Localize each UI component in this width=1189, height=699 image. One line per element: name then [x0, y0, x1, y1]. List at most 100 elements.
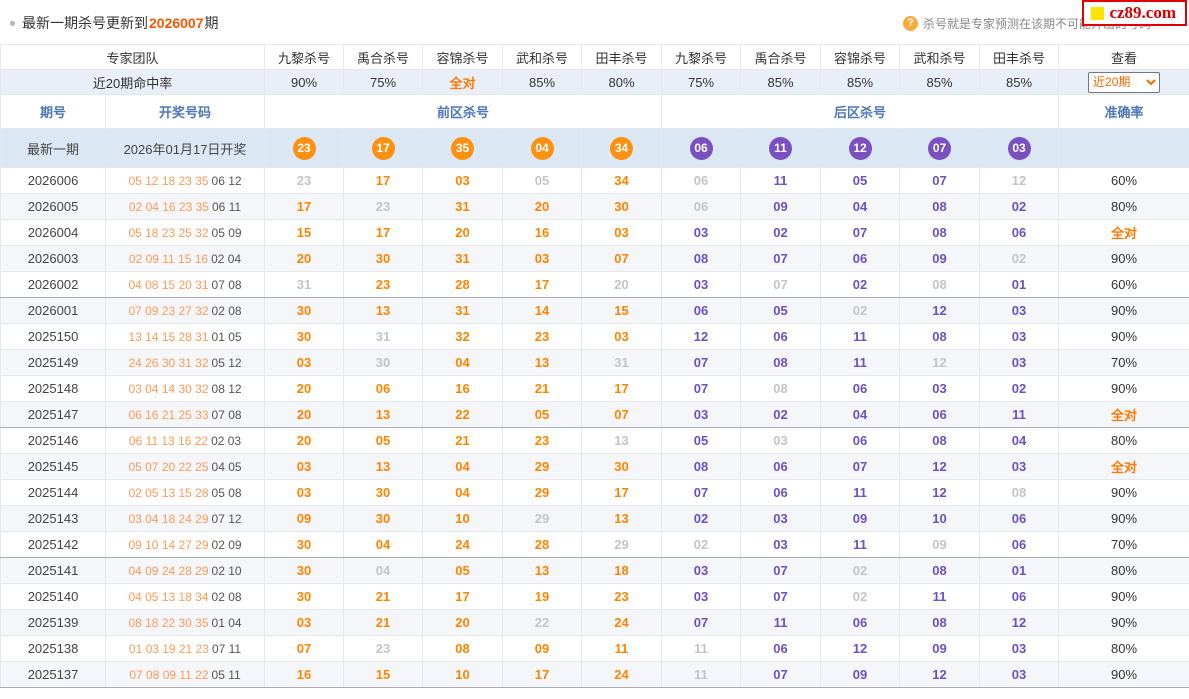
- back-draw-numbers: 05 08: [212, 486, 242, 500]
- front-kill-number: 15: [582, 298, 662, 324]
- front-draw-numbers: 01 03 19 21 23: [129, 642, 209, 656]
- accuracy-cell: 80%: [1059, 428, 1189, 454]
- latest-ball-cell: 06: [662, 129, 741, 168]
- back-kill-number: 06: [741, 480, 821, 506]
- front-kill-number: 20: [265, 246, 344, 272]
- back-kill-number: 06: [821, 428, 900, 454]
- period-cell: 2025145: [1, 454, 106, 480]
- front-draw-numbers: 04 05 13 18 34: [128, 590, 208, 604]
- back-draw-numbers: 02 04: [211, 252, 241, 266]
- hit-rate-value: 85%: [980, 70, 1059, 95]
- back-kill-number: 06: [980, 532, 1059, 558]
- period-cell: 2026005: [1, 194, 106, 220]
- period-cell: 2025137: [1, 662, 106, 688]
- table-row: 202515013 14 15 28 3101 0530313223031206…: [1, 324, 1189, 350]
- table-row: 202514402 05 13 15 2805 0803300429170706…: [1, 480, 1189, 506]
- front-kill-number: 15: [265, 220, 344, 246]
- hit-rate-value: 85%: [741, 70, 821, 95]
- accuracy-cell: 90%: [1059, 376, 1189, 402]
- front-kill-number: 30: [265, 558, 344, 584]
- back-kill-number: 03: [900, 376, 980, 402]
- back-ball: 07: [928, 137, 951, 160]
- update-notice-suffix: 期: [205, 13, 219, 33]
- back-kill-number: 07: [900, 168, 980, 194]
- view-column-header: 查看: [1059, 45, 1189, 70]
- accuracy-cell: 全对: [1059, 454, 1189, 480]
- latest-period-label: 最新一期: [1, 129, 106, 168]
- front-kill-number: 21: [503, 376, 582, 402]
- front-kill-number: 03: [265, 610, 344, 636]
- front-kill-number: 29: [503, 480, 582, 506]
- latest-ball-cell: 07: [900, 129, 980, 168]
- front-kill-number: 03: [423, 168, 503, 194]
- accuracy-cell: 90%: [1059, 506, 1189, 532]
- expert-column-header: 武和杀号: [503, 45, 582, 70]
- draw-numbers-cell: 05 07 20 22 2504 05: [106, 454, 265, 480]
- back-draw-numbers: 05 09: [212, 226, 242, 240]
- front-kill-number: 30: [344, 480, 423, 506]
- back-kill-number: 12: [900, 298, 980, 324]
- range-select[interactable]: 近20期: [1088, 72, 1160, 93]
- bullet-icon: [10, 21, 15, 26]
- back-kill-number: 07: [662, 610, 741, 636]
- front-kill-number: 16: [423, 376, 503, 402]
- latest-ball-cell: 17: [344, 129, 423, 168]
- accuracy-cell: 全对: [1059, 402, 1189, 428]
- draw-numbers-cell: 03 04 18 24 2907 12: [106, 506, 265, 532]
- front-kill-number: 31: [582, 350, 662, 376]
- latest-ball-cell: 04: [503, 129, 582, 168]
- front-kill-number: 09: [265, 506, 344, 532]
- front-kill-number: 03: [265, 454, 344, 480]
- back-kill-number: 02: [821, 272, 900, 298]
- accuracy-cell: 全对: [1059, 220, 1189, 246]
- front-kill-number: 17: [423, 584, 503, 610]
- front-kill-number: 24: [582, 610, 662, 636]
- back-kill-number: 03: [662, 584, 741, 610]
- front-kill-number: 30: [265, 324, 344, 350]
- accuracy-cell: 80%: [1059, 636, 1189, 662]
- back-zone-header: 后区杀号: [662, 95, 1059, 129]
- hit-rate-value: 85%: [821, 70, 900, 95]
- period-cell: 2026001: [1, 298, 106, 324]
- site-logo[interactable]: cz89.com: [1082, 0, 1187, 26]
- period-cell: 2026006: [1, 168, 106, 194]
- front-draw-numbers: 08 18 22 30 35: [128, 616, 208, 630]
- accuracy-cell: 60%: [1059, 168, 1189, 194]
- back-draw-numbers: 02 03: [211, 434, 241, 448]
- front-draw-numbers: 05 12 18 23 35: [128, 174, 208, 188]
- back-kill-number: 05: [741, 298, 821, 324]
- draw-numbers-cell: 04 08 15 20 3107 08: [106, 272, 265, 298]
- front-draw-numbers: 04 09 24 28 29: [128, 564, 208, 578]
- back-kill-number: 03: [662, 402, 741, 428]
- front-draw-numbers: 03 04 18 24 29: [128, 512, 208, 526]
- draw-numbers-cell: 02 05 13 15 2805 08: [106, 480, 265, 506]
- front-ball: 35: [451, 137, 474, 160]
- front-draw-numbers: 13 14 15 28 31: [128, 330, 208, 344]
- front-kill-number: 23: [503, 428, 582, 454]
- hit-rate-value: 全对: [423, 70, 503, 95]
- front-kill-number: 32: [423, 324, 503, 350]
- front-kill-number: 31: [423, 194, 503, 220]
- front-kill-number: 20: [423, 220, 503, 246]
- accuracy-cell: 90%: [1059, 584, 1189, 610]
- back-kill-number: 08: [900, 220, 980, 246]
- latest-ball-cell: 34: [582, 129, 662, 168]
- back-draw-numbers: 02 09: [212, 538, 242, 552]
- table-row: 202600204 08 15 20 3107 0831232817200307…: [1, 272, 1189, 298]
- range-select-cell: 近20期: [1059, 70, 1189, 95]
- front-kill-number: 21: [344, 610, 423, 636]
- back-kill-number: 07: [741, 246, 821, 272]
- accuracy-cell: 90%: [1059, 324, 1189, 350]
- latest-ball-cell: 11: [741, 129, 821, 168]
- back-kill-number: 03: [662, 272, 741, 298]
- back-kill-number: 02: [821, 584, 900, 610]
- front-kill-number: 05: [344, 428, 423, 454]
- back-kill-number: 06: [900, 402, 980, 428]
- back-kill-number: 12: [821, 636, 900, 662]
- back-kill-number: 02: [741, 402, 821, 428]
- back-kill-number: 10: [900, 506, 980, 532]
- question-icon[interactable]: ?: [903, 16, 918, 31]
- back-kill-number: 06: [741, 454, 821, 480]
- draw-numbers-cell: 09 10 14 27 2902 09: [106, 532, 265, 558]
- back-kill-number: 03: [980, 350, 1059, 376]
